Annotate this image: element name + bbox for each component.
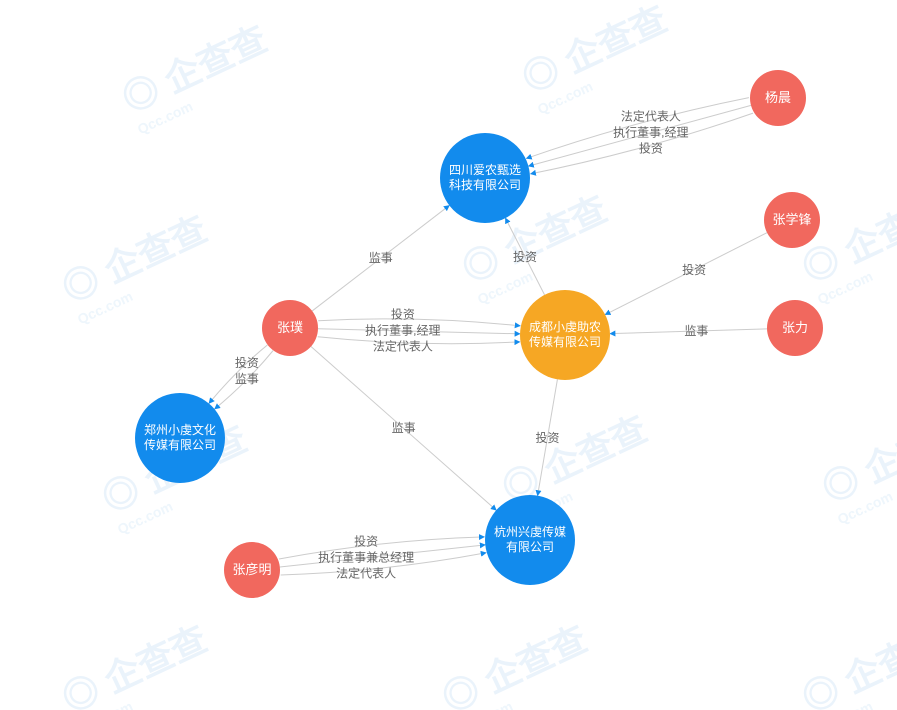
node-label: 杭州兴虔传媒有限公司 bbox=[485, 521, 575, 559]
edge bbox=[281, 553, 486, 575]
node-label: 张璞 bbox=[273, 316, 307, 340]
node-label: 张学锋 bbox=[768, 208, 815, 232]
watermark: ◎ 企查查Qcc.com bbox=[813, 401, 897, 528]
edge bbox=[279, 537, 484, 559]
node-label: 杨晨 bbox=[761, 86, 795, 110]
edge bbox=[538, 379, 558, 495]
edge-label: 监事 bbox=[392, 420, 416, 436]
watermark: ◎ 企查查Qcc.com bbox=[113, 11, 281, 138]
company-node[interactable]: 杭州兴虔传媒有限公司 bbox=[485, 495, 575, 585]
edge-label: 投资 bbox=[513, 248, 537, 264]
edge bbox=[318, 329, 520, 334]
person-node[interactable]: 张璞 bbox=[262, 300, 318, 356]
watermark: ◎ 企查查Qcc.com bbox=[53, 201, 221, 328]
company-node[interactable]: 郑州小虔文化传媒有限公司 bbox=[135, 393, 225, 483]
edge-label: 监事 bbox=[684, 323, 708, 339]
edge bbox=[526, 98, 749, 159]
node-label: 郑州小虔文化传媒有限公司 bbox=[135, 419, 225, 457]
company-node[interactable]: 成都小虔助农传媒有限公司 bbox=[520, 290, 610, 380]
edge-label: 监事 bbox=[369, 250, 393, 266]
person-node[interactable]: 张学锋 bbox=[764, 192, 820, 248]
person-node[interactable]: 张彦明 bbox=[224, 542, 280, 598]
node-label: 张力 bbox=[778, 316, 812, 340]
edge-label: 投资执行董事兼总经理法定代表人 bbox=[318, 533, 414, 582]
edge bbox=[505, 218, 544, 295]
person-node[interactable]: 杨晨 bbox=[750, 70, 806, 126]
edge bbox=[605, 233, 767, 315]
edge bbox=[209, 345, 267, 403]
edge-label: 投资 bbox=[682, 261, 706, 277]
watermark: ◎ 企查查Qcc.com bbox=[793, 611, 897, 710]
edge-label: 法定代表人执行董事,经理投资 bbox=[613, 108, 688, 157]
edge bbox=[528, 105, 751, 166]
watermark: ◎ 企查查Qcc.com bbox=[53, 611, 221, 710]
edge bbox=[215, 351, 273, 409]
edge bbox=[318, 337, 520, 344]
graph-canvas: { "canvas": { "w": 897, "h": 710, "backg… bbox=[0, 0, 897, 710]
watermark: ◎ 企查查Qcc.com bbox=[433, 611, 601, 710]
node-label: 四川爱农甄选科技有限公司 bbox=[440, 159, 530, 197]
edge bbox=[280, 545, 485, 567]
node-label: 成都小虔助农传媒有限公司 bbox=[520, 316, 610, 354]
edge-label: 投资 bbox=[535, 429, 559, 445]
edge bbox=[318, 319, 520, 326]
edge-label: 投资执行董事,经理法定代表人 bbox=[365, 307, 440, 356]
edge bbox=[311, 347, 496, 511]
edge bbox=[531, 113, 754, 174]
company-node[interactable]: 四川爱农甄选科技有限公司 bbox=[440, 133, 530, 223]
node-label: 张彦明 bbox=[228, 558, 275, 582]
edge bbox=[610, 329, 767, 334]
edge bbox=[312, 205, 449, 310]
watermark: ◎ 企查查Qcc.com bbox=[513, 0, 681, 117]
person-node[interactable]: 张力 bbox=[767, 300, 823, 356]
edge-label: 投资监事 bbox=[235, 355, 259, 387]
